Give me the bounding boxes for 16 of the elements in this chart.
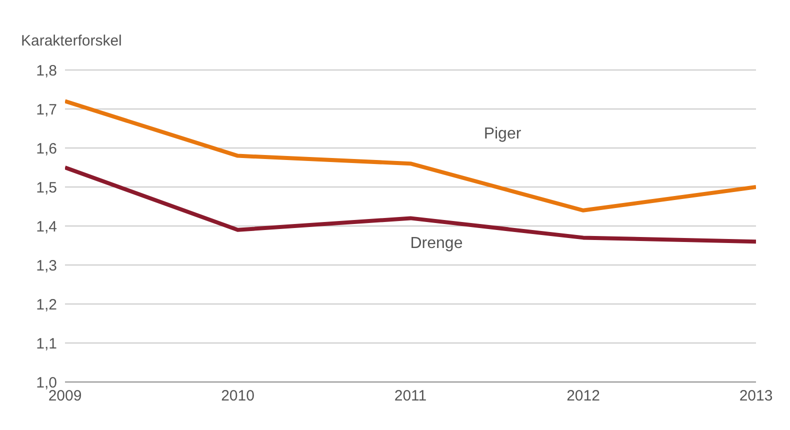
- y-tick-label: 1,4: [36, 218, 57, 236]
- x-tick-label: 2011: [394, 388, 427, 405]
- y-tick-label: 1,2: [36, 296, 57, 314]
- x-tick-label: 2010: [221, 388, 254, 405]
- x-tick-label: 2012: [566, 388, 600, 405]
- series-label: Drenge: [410, 235, 463, 252]
- line-series: [65, 99, 756, 212]
- y-tick-label: 1,7: [36, 101, 57, 118]
- x-tick-label: 2013: [739, 388, 773, 405]
- y-tick-label: 1,5: [36, 179, 57, 196]
- y-tick-label: 1,3: [36, 257, 57, 274]
- y-tick-label: 1,6: [36, 140, 57, 158]
- y-tick-label: 1,1: [36, 335, 57, 352]
- y-axis-title: Karakterforskel: [21, 32, 122, 50]
- text: Piger: [484, 126, 522, 143]
- y-tick-label: 1,8: [36, 62, 57, 80]
